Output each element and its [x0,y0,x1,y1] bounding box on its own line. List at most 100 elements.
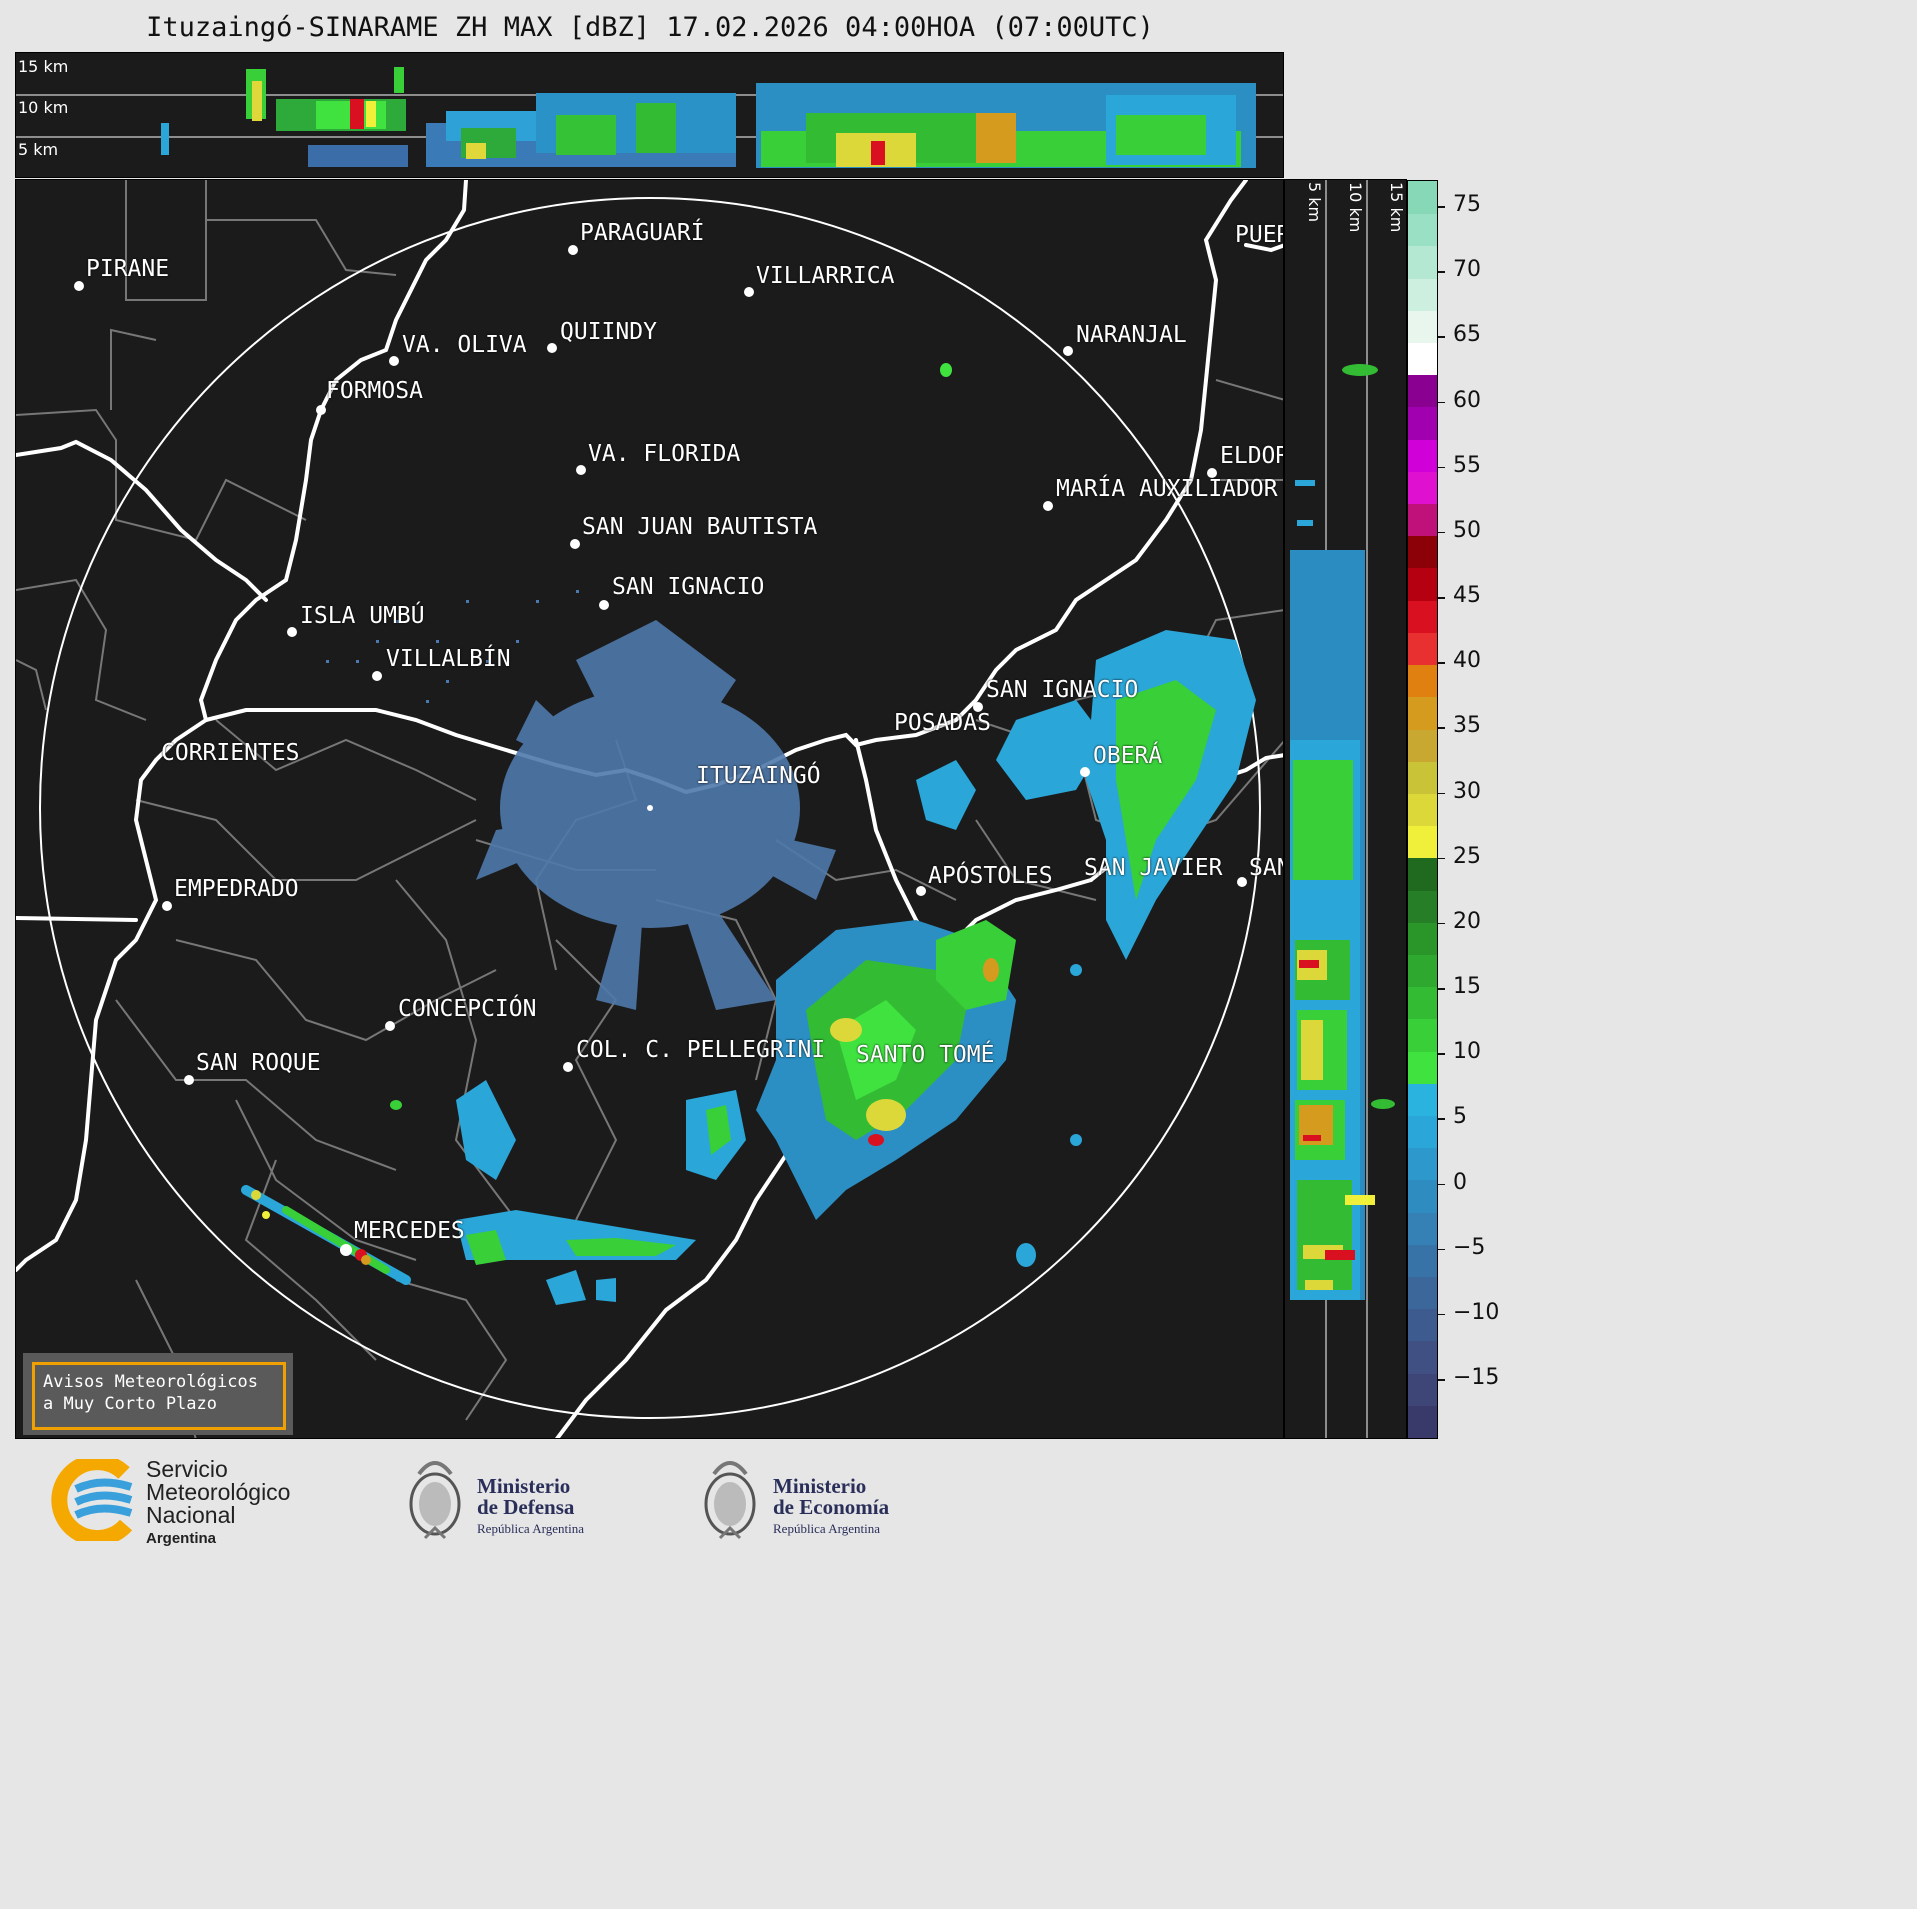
colorbar-segment [1408,1244,1437,1277]
defensa-seal-icon [409,1461,461,1540]
colorbar-segment [1408,728,1437,762]
map-title: Ituzaingó-SINARAME ZH MAX [dBZ] 17.02.20… [146,12,1154,43]
colorbar-segment [1408,1211,1437,1245]
colorbar-segment [1408,632,1437,666]
city-label-san-ignacio-ar: SAN IGNACIO [986,677,1139,703]
radar-range-circle [39,197,1261,1419]
economia-seal-icon [704,1461,756,1540]
colorbar-tick-mark [1438,206,1445,208]
colorbar-segment [1408,986,1437,1020]
colorbar-segment [1408,1405,1437,1438]
colorbar-tick-mark [1438,1248,1445,1251]
colorbar-tick-label: 75 [1453,192,1481,218]
colorbar-segment [1408,213,1437,247]
city-markers [74,245,1247,1085]
city-label-eldor: ELDOR [1220,443,1284,469]
colorbar-segment [1408,1147,1437,1181]
city-label-villarrica: VILLARRICA [756,263,895,289]
colorbar-tick-mark [1438,401,1445,404]
colorbar-segment [1408,954,1437,988]
colorbar-segment [1408,1115,1437,1149]
city-label-puer: PUER [1235,222,1283,248]
city-label-san: SAN [1249,855,1283,881]
radar-map[interactable]: PIRANE PARAGUARÍ VILLARRICA VA. OLIVA QU… [15,179,1284,1439]
economia-line-2: de Economía [773,1495,890,1519]
colorbar-segment [1408,1018,1437,1052]
colorbar-tick-mark [1438,597,1445,599]
colorbar-tick-label: 30 [1453,778,1481,804]
colorbar-tick-mark [1438,857,1445,860]
colorbar-segment [1408,406,1437,440]
colorbar-segment [1408,567,1437,601]
colorbar-tick-mark [1438,271,1445,273]
city-label-villalbin: VILLALBÍN [386,646,511,672]
smn-line-2: Meteorológico [146,1479,291,1505]
city-label-paraguari: PARAGUARÍ [580,220,705,246]
city-label-corrientes: CORRIENTES [161,740,300,766]
city-label-formosa: FORMOSA [326,378,423,404]
radar-site-label: ITUZAINGÓ [696,763,821,789]
city-label-san-javier: SAN JAVIER [1084,855,1223,881]
colorbar-tick-mark [1438,1118,1445,1120]
colorbar-segment [1408,600,1437,633]
colorbar-segment [1408,1276,1437,1310]
colorbar-segment [1408,664,1437,698]
smn-line-3: Nacional [146,1502,236,1528]
side-alt-label-5: 5 km [1305,182,1324,223]
smn-line-1: Servicio [146,1456,228,1482]
dbz-colorbar [1407,180,1438,1439]
admin-boundaries [16,180,1283,1438]
precip-echoes [241,363,1256,1305]
colorbar-segment [1408,793,1437,827]
city-label-san-roque: SAN ROQUE [196,1050,321,1076]
colorbar-segment [1408,696,1437,730]
city-label-san-juan-bautista: SAN JUAN BAUTISTA [582,514,818,540]
side-cross-section: 5 km 10 km 15 km [1284,179,1407,1439]
top-alt-label-5: 5 km [18,140,59,159]
defensa-logo-text: Ministerio de Defensa República Argentin… [477,1476,584,1539]
smn-logo-icon [51,1459,133,1541]
colorbar-tick-mark [1438,466,1445,469]
city-label-naranjal: NARANJAL [1076,322,1187,348]
city-label-col-pellegrini: COL. C. PELLEGRINI [576,1037,826,1063]
colorbar-tick-label: 5 [1453,1104,1467,1130]
side-alt-label-10: 10 km [1346,182,1365,233]
colorbar-tick-label: 70 [1453,257,1481,283]
colorbar-segment [1408,181,1437,215]
colorbar-tick-label: 40 [1453,648,1481,674]
warning-link-button[interactable]: Avisos Meteorológicos a Muy Corto Plazo [32,1362,286,1430]
smn-line-4: Argentina [146,1530,217,1547]
colorbar-segment [1408,245,1437,279]
colorbar-tick-mark [1438,922,1445,925]
city-label-mercedes: MERCEDES [354,1218,465,1244]
colorbar-segment [1408,342,1437,376]
colorbar-tick-label: 60 [1453,387,1481,413]
colorbar-segment [1408,503,1437,537]
colorbar-segment [1408,1050,1437,1084]
clutter-echo [476,620,836,1010]
colorbar-segment [1408,535,1437,569]
colorbar-segment [1408,922,1437,955]
colorbar-tick-mark [1438,727,1445,729]
colorbar-segment [1408,857,1437,891]
colorbar-tick-mark [1438,792,1445,795]
warning-link-panel[interactable]: Avisos Meteorológicos a Muy Corto Plazo [23,1353,293,1435]
city-label-empedrado: EMPEDRADO [174,876,299,902]
colorbar-tick-mark [1438,988,1445,990]
city-label-apostoles: APÓSTOLES [928,863,1053,889]
colorbar-tick-label: 15 [1453,974,1481,1000]
top-alt-label-10: 10 km [18,98,69,117]
city-label-pirane: PIRANE [86,256,170,282]
colorbar-segment [1408,1373,1437,1406]
city-label-santo-tome: SANTO TOMÉ [856,1042,995,1068]
city-label-isla-umbu: ISLA UMBÚ [300,603,425,629]
smn-logo-text: Servicio Meteorológico Nacional Argentin… [146,1458,290,1550]
scattered-noise [326,590,579,703]
city-label-va-oliva: VA. OLIVA [402,332,527,358]
colorbar-tick-label: 65 [1453,322,1481,348]
colorbar-tick-label: 0 [1453,1169,1467,1195]
colorbar-tick-mark [1438,662,1445,664]
colorbar-tick-label: −15 [1453,1365,1500,1391]
colorbar-tick-label: 50 [1453,517,1481,543]
defensa-line-3: República Argentina [477,1521,584,1536]
